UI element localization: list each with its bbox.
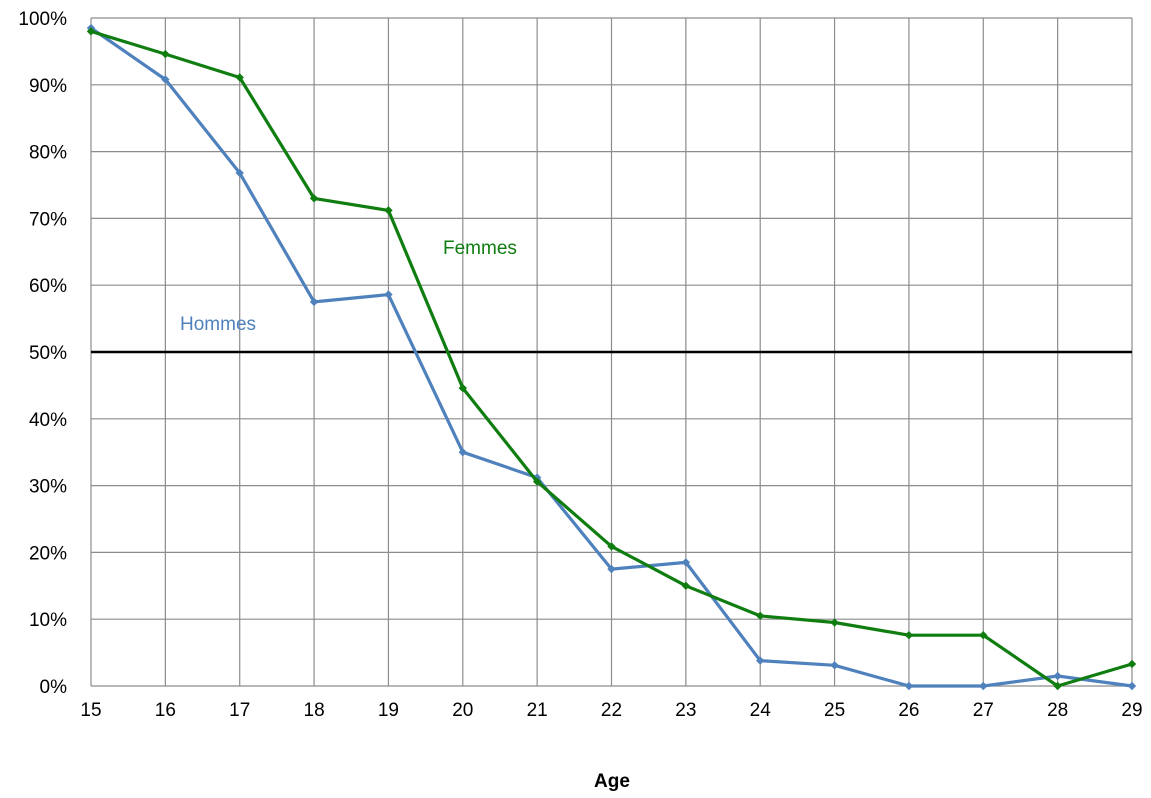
data-point-femmes: [1127, 659, 1137, 669]
data-point-femmes: [1053, 681, 1062, 691]
data-point-hommes: [458, 448, 467, 457]
y-tick-label: 10%: [29, 610, 67, 631]
y-axis-ticks: 0% 10% 20% 30% 40% 50% 60% 70% 80% 90% 100%: [18, 9, 67, 698]
x-tick-label: 21: [527, 700, 548, 721]
x-tick-label: 17: [229, 700, 250, 721]
x-tick-label: 20: [452, 700, 473, 721]
y-tick-label: 50%: [29, 343, 67, 364]
data-point-femmes: [384, 206, 393, 215]
x-tick-label: 24: [750, 700, 772, 721]
data-point-hommes: [384, 290, 393, 299]
data-point-femmes: [458, 383, 467, 393]
x-tick-label: 18: [304, 700, 325, 721]
data-point-femmes: [235, 73, 244, 82]
data-point-hommes: [161, 75, 170, 84]
y-tick-label: 100%: [18, 9, 67, 30]
data-point-femmes: [86, 27, 96, 36]
y-tick-label: 90%: [29, 76, 67, 97]
data-point-hommes: [1127, 681, 1137, 691]
data-point-hommes: [756, 656, 765, 665]
series-lines: [86, 23, 1137, 691]
x-tick-label: 27: [973, 700, 994, 721]
series-label-femmes: Femmes: [443, 238, 517, 259]
x-tick-label: 25: [824, 700, 845, 721]
y-tick-label: 60%: [29, 276, 67, 297]
y-tick-label: 40%: [29, 410, 67, 431]
data-point-femmes: [309, 194, 319, 203]
y-tick-label: 30%: [29, 477, 67, 498]
data-point-hommes: [607, 564, 616, 574]
series-label-hommes: Hommes: [180, 314, 256, 335]
x-tick-label: 16: [155, 700, 176, 721]
data-point-femmes: [161, 49, 170, 59]
data-point-hommes: [681, 558, 691, 567]
y-tick-label: 0%: [40, 677, 68, 698]
data-point-femmes: [904, 631, 914, 640]
x-tick-label: 22: [601, 700, 622, 721]
data-point-hommes: [235, 168, 244, 178]
data-point-femmes: [756, 611, 765, 621]
data-point-hommes: [830, 661, 839, 670]
y-tick-label: 70%: [29, 209, 67, 230]
data-point-femmes: [607, 542, 616, 551]
x-tick-label: 29: [1121, 700, 1142, 721]
data-point-femmes: [979, 631, 988, 640]
x-tick-label: 28: [1047, 700, 1068, 721]
data-point-femmes: [681, 581, 691, 590]
data-point-hommes: [979, 681, 988, 691]
x-tick-label: 26: [898, 700, 919, 721]
x-tick-label: 15: [80, 700, 101, 721]
y-tick-label: 20%: [29, 543, 67, 564]
y-tick-label: 80%: [29, 143, 67, 164]
data-point-hommes: [1053, 671, 1062, 681]
data-point-femmes: [830, 618, 839, 627]
x-axis-ticks: 15 16 17 18 19 20 21 22 23 24 25 26 27 28 29: [80, 700, 1142, 721]
data-point-hommes: [309, 297, 319, 307]
x-tick-label: 23: [675, 700, 696, 721]
data-point-femmes: [532, 477, 542, 486]
x-axis-title: Age: [594, 771, 630, 792]
x-tick-label: 19: [378, 700, 399, 721]
data-point-hommes: [904, 681, 914, 691]
